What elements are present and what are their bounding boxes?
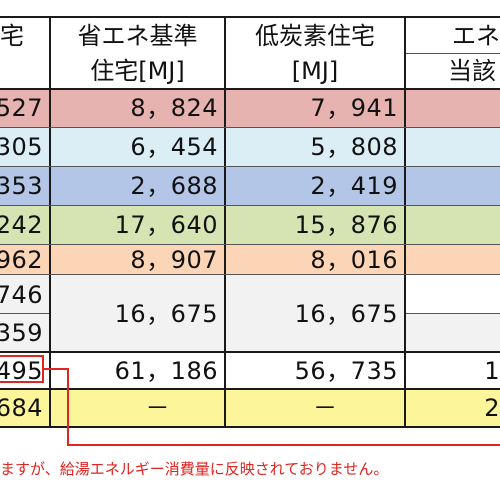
- grid-vline-2: [224, 16, 226, 427]
- merged-row-col0-a: 746: [0, 280, 43, 309]
- total-row-col2: 56，735: [294, 356, 398, 385]
- row-5-col0: 962: [0, 245, 43, 274]
- row-1-bg: [0, 89, 500, 128]
- header-col3-line2: 当該: [448, 57, 496, 85]
- grid-row-4: [0, 244, 500, 245]
- row-4-bg: [0, 206, 500, 245]
- row-5-bg: [0, 245, 500, 275]
- merged-row-col0-b: 359: [0, 318, 43, 347]
- row-4-col1: 17，640: [114, 211, 218, 239]
- grid-row-1: [0, 127, 500, 128]
- grid-header-bottom: [0, 88, 500, 90]
- merged-col3-upper-bg: [406, 275, 500, 313]
- row-5-col2: 8，016: [310, 245, 398, 274]
- row-5-col1: 8，907: [130, 245, 218, 274]
- grid-merged-col0-divider: [0, 313, 49, 314]
- last-row-col0: 684: [0, 394, 43, 422]
- grid-vline-3: [404, 16, 406, 427]
- merged-row-col2: 16，675: [294, 299, 398, 328]
- row-2-col0: 305: [0, 133, 43, 161]
- row-2-col2: 5，808: [310, 133, 398, 161]
- footnote: ますが、給湯エネルギー消費量に反映されておりません。: [0, 460, 389, 478]
- header-col2-line1: 低炭素住宅: [255, 22, 375, 50]
- row-1-col0: 527: [0, 94, 43, 122]
- grid-merged-col3-divider: [406, 313, 500, 314]
- row-2-bg: [0, 128, 500, 167]
- grid-top: [0, 16, 500, 18]
- grid-bottom: [0, 426, 500, 428]
- row-4-col0: 242: [0, 211, 43, 239]
- grid-row-3: [0, 205, 500, 206]
- header-col3-line1: エネ: [452, 21, 500, 50]
- row-2-col1: 6，454: [130, 133, 218, 161]
- total-row-col3: 1: [484, 356, 500, 385]
- header-col1-line1: 省エネ基準: [77, 22, 198, 50]
- header-col1-line2: 住宅[MJ]: [90, 57, 185, 85]
- total-row-col0: 495: [0, 356, 43, 385]
- row-4-col2: 15，876: [294, 211, 398, 239]
- grid-header-sub-divider: [406, 53, 500, 54]
- row-3-col0: 353: [0, 172, 43, 200]
- row-1-col2: 7，941: [310, 94, 398, 122]
- grid-vline-1: [49, 16, 51, 427]
- grid-row-2: [0, 166, 500, 167]
- row-1-col1: 8，824: [130, 94, 218, 122]
- last-row-col3: 2: [484, 394, 500, 422]
- total-row-col1: 61，186: [114, 356, 218, 385]
- highlight-box: [0, 355, 44, 383]
- grid-merged-bottom: [0, 351, 500, 353]
- row-3-bg: [0, 167, 500, 206]
- header-col0: 宅: [0, 22, 24, 50]
- grid-row-5: [0, 274, 500, 275]
- merged-row-col1: 16，675: [114, 299, 218, 328]
- row-3-col2: 2，419: [310, 172, 398, 200]
- last-row-col1: －: [145, 394, 170, 422]
- last-row-col2: －: [313, 394, 337, 422]
- header-col2-line2: [MJ]: [291, 57, 339, 85]
- row-3-col1: 2，688: [130, 172, 218, 200]
